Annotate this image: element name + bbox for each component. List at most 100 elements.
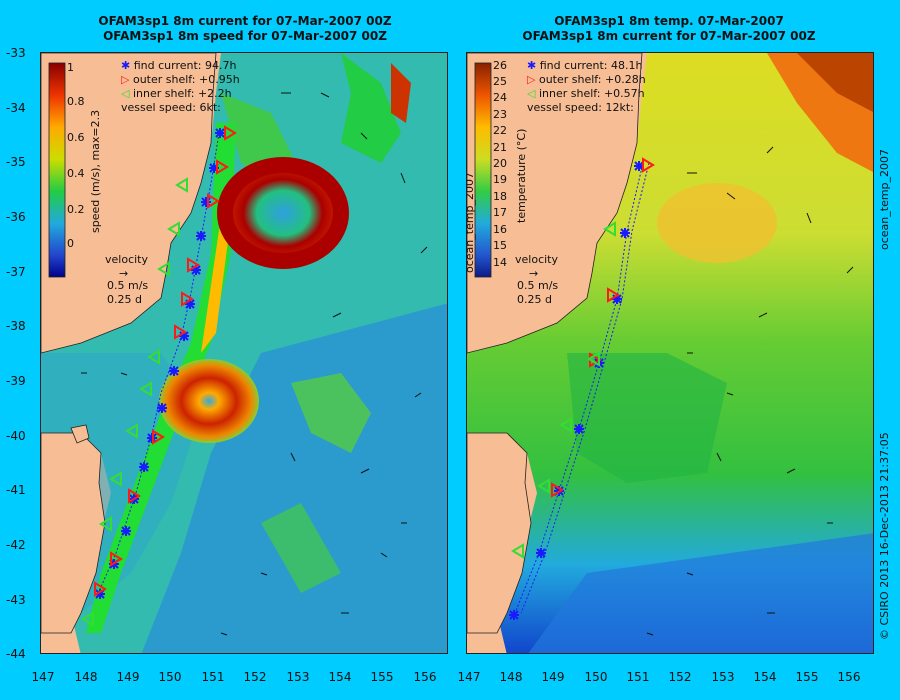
asterisk-marker xyxy=(191,265,201,275)
colorbar-tick: 24 xyxy=(493,91,507,104)
left-speed-map: 1 0.8 0.6 0.4 0.2 0 speed (m/s), max=2.3… xyxy=(40,52,448,654)
green-filament xyxy=(291,373,371,453)
x-tick: 156 xyxy=(413,670,437,684)
triangle-marker xyxy=(81,611,94,627)
velocity-time: 0.25 d xyxy=(517,293,552,306)
legend-find-current: ✱ find current: 94.7h xyxy=(121,59,236,72)
triangle-marker xyxy=(157,261,170,277)
triangle-marker xyxy=(128,488,141,504)
y-tick: -44 xyxy=(6,647,26,661)
colorbar-label: temperature (°C) xyxy=(515,128,528,223)
ocean-deep-region xyxy=(141,303,447,653)
velocity-arrow xyxy=(332,312,342,318)
green-filament xyxy=(261,503,341,593)
y-tick: -43 xyxy=(6,593,26,607)
velocity-arrow xyxy=(726,192,736,200)
triangle-right-icon: ▷ xyxy=(121,73,130,86)
y-tick: -39 xyxy=(6,374,26,388)
asterisk-marker xyxy=(215,128,225,138)
colorbar-tick: 16 xyxy=(493,223,507,236)
triangle-marker xyxy=(125,423,138,439)
triangle-marker xyxy=(587,351,600,367)
triangle-marker xyxy=(175,177,188,193)
boundary-current xyxy=(86,123,236,633)
warm-eddy-north xyxy=(217,157,349,269)
asterisk-marker xyxy=(509,610,519,620)
triangle-marker xyxy=(537,478,550,494)
velocity-arrow-key: → xyxy=(529,267,539,280)
colorbar-tick: 0.2 xyxy=(67,203,85,216)
colorbar-tick: 14 xyxy=(493,256,507,269)
route-line xyxy=(95,132,220,599)
velocity-arrow xyxy=(260,572,268,576)
velocity-arrow xyxy=(380,552,388,558)
x-tick: 155 xyxy=(795,670,819,684)
triangle-marker xyxy=(551,482,564,498)
velocity-arrow xyxy=(758,312,768,318)
warm-water-region xyxy=(797,53,873,112)
triangle-marker xyxy=(167,221,180,237)
colorbar-side-label: ocean_temp_2007 xyxy=(466,171,476,273)
route-line xyxy=(520,162,650,614)
velocity-arrows xyxy=(646,146,854,636)
velocity-arrow xyxy=(420,246,428,254)
colorbar-tick: 20 xyxy=(493,157,507,170)
colorbar-tick: 15 xyxy=(493,239,507,252)
triangle-marker xyxy=(174,324,187,340)
asterisk-marker xyxy=(612,294,622,304)
colorbar-tick: 0 xyxy=(67,237,74,250)
asterisk-icon: ✱ xyxy=(527,59,537,72)
tasmania-coast xyxy=(41,432,106,634)
triangle-marker xyxy=(511,543,524,559)
velocity-arrow xyxy=(320,92,330,98)
x-tick: 150 xyxy=(158,670,182,684)
colorbar-tick: 1 xyxy=(67,61,74,74)
left-title: OFAM3sp1 8m current for 07-Mar-2007 00Z … xyxy=(40,14,450,44)
asterisk-icon: ✱ xyxy=(121,59,131,72)
x-tick: 147 xyxy=(31,670,55,684)
y-tick: -42 xyxy=(6,538,26,552)
velocity-label: velocity xyxy=(105,253,148,266)
velocity-arrows xyxy=(81,92,428,636)
triangle-marker xyxy=(187,257,200,273)
legend-text: outer shelf: +0.95h xyxy=(132,73,240,86)
velocity-scale: 0.5 m/s xyxy=(107,279,149,292)
triangle-marker xyxy=(139,381,152,397)
velocity-arrow xyxy=(846,266,854,274)
asterisk-marker xyxy=(157,403,167,413)
velocity-arrow xyxy=(290,452,296,462)
legend-outer-shelf: ▷ outer shelf: +0.28h xyxy=(527,73,646,86)
colorbar-tick: 22 xyxy=(493,124,507,137)
triangle-marker xyxy=(99,516,112,532)
green-filament xyxy=(341,53,401,163)
triangle-marker xyxy=(109,471,122,487)
route-markers xyxy=(95,132,220,599)
velocity-arrow xyxy=(400,172,406,184)
colorbar-tick: 19 xyxy=(493,173,507,186)
cool-intrusion xyxy=(567,353,727,483)
colorbar-tick: 23 xyxy=(493,108,507,121)
velocity-arrow xyxy=(786,468,796,474)
velocity-label: velocity xyxy=(515,253,558,266)
x-tick: 153 xyxy=(711,670,735,684)
triangle-marker xyxy=(94,581,107,597)
colorbar-tick: 26 xyxy=(493,59,507,72)
x-tick: 154 xyxy=(753,670,777,684)
asterisk-marker xyxy=(620,228,630,238)
warm-eddy-north-ring xyxy=(217,157,349,269)
velocity-arrow xyxy=(766,146,774,154)
triangle-marker xyxy=(607,287,620,303)
asterisk-marker xyxy=(536,548,546,558)
y-tick: -33 xyxy=(6,46,26,60)
velocity-scale: 0.5 m/s xyxy=(517,279,559,292)
right-title: OFAM3sp1 8m temp. 07-Mar-2007 OFAM3sp1 8… xyxy=(465,14,873,44)
velocity-arrow xyxy=(686,572,694,576)
x-tick: 152 xyxy=(668,670,692,684)
ocean-area xyxy=(467,53,873,653)
velocity-arrow xyxy=(120,372,128,376)
asterisk-marker xyxy=(121,526,131,536)
triangle-right-icon: ▷ xyxy=(527,73,536,86)
tasmania-coast xyxy=(467,432,532,634)
triangle-marker xyxy=(216,159,229,175)
temperature-colorbar xyxy=(474,62,492,278)
